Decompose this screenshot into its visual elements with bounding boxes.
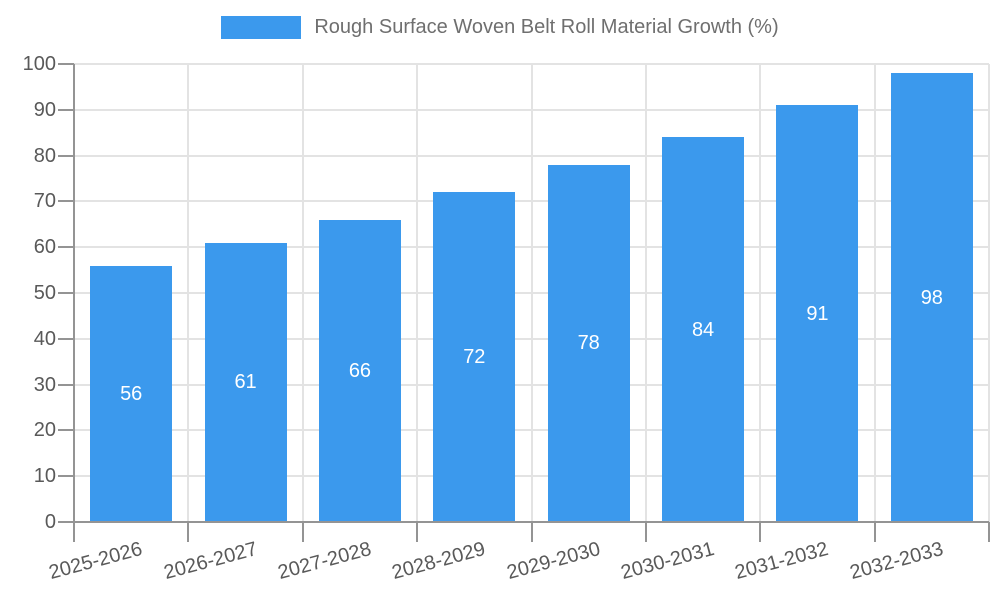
y-tick-mark [58, 292, 74, 294]
plot-area: 56 61 66 72 78 84 91 98 [74, 63, 990, 522]
bar: 72 [433, 192, 516, 522]
y-tick-mark [58, 337, 74, 340]
x-tick-mark [187, 522, 190, 542]
gridline-vertical [988, 64, 990, 522]
y-axis-line [73, 64, 75, 542]
bar-value-label: 66 [348, 359, 372, 382]
y-tick-mark [58, 383, 74, 386]
y-tick-label: 70 [33, 190, 56, 213]
x-tick-label: 2025-2026 [46, 538, 145, 585]
gridline-vertical [187, 64, 190, 522]
x-tick-mark [416, 522, 419, 542]
x-tick-mark [759, 522, 762, 542]
bar-value-label: 72 [463, 346, 486, 369]
x-tick-mark [873, 522, 876, 542]
x-tick-label: 2029-2030 [504, 538, 603, 585]
x-axis-line [58, 521, 989, 523]
y-tick-label: 0 [44, 511, 56, 533]
y-tick-mark [58, 200, 74, 203]
bar-value-label: 84 [691, 318, 715, 341]
y-tick-mark [58, 154, 74, 157]
bar-value-label: 56 [120, 382, 143, 405]
bar: 61 [204, 242, 287, 522]
bar: 98 [890, 73, 973, 522]
y-tick-label: 30 [33, 373, 56, 396]
gridline-horizontal [74, 63, 989, 65]
chart-legend: Rough Surface Woven Belt Roll Material G… [0, 16, 1000, 39]
y-tick-mark [58, 475, 74, 478]
bar: 66 [318, 219, 401, 522]
gridline-vertical [759, 64, 762, 522]
y-tick-mark [58, 63, 74, 65]
bar-value-label: 91 [806, 302, 829, 325]
gridline-vertical [873, 64, 876, 522]
y-tick-label: 90 [33, 98, 56, 121]
y-tick-label: 40 [33, 327, 56, 350]
y-tick-label: 50 [33, 282, 56, 304]
gridline-vertical [530, 64, 533, 522]
legend-swatch [221, 16, 302, 39]
bar: 56 [90, 265, 173, 522]
y-tick-mark [58, 429, 74, 432]
y-tick-label: 10 [33, 465, 56, 488]
x-tick-mark [530, 522, 533, 542]
bar: 78 [547, 164, 630, 522]
bar-value-label: 98 [920, 286, 943, 309]
x-tick-label: 2028-2029 [389, 538, 489, 585]
gridline-vertical [644, 64, 647, 522]
x-tick-mark [301, 522, 304, 542]
y-tick-label: 60 [33, 236, 56, 259]
bar-value-label: 61 [234, 371, 257, 394]
x-tick-label: 2030-2031 [618, 538, 717, 585]
y-tick-label: 100 [22, 53, 56, 75]
x-tick-label: 2032-2033 [847, 538, 946, 585]
x-tick-mark [988, 522, 990, 542]
x-tick-label: 2031-2032 [733, 538, 832, 585]
y-tick-label: 20 [33, 419, 56, 442]
y-tick-label: 80 [33, 144, 56, 167]
bar-value-label: 78 [577, 332, 600, 355]
legend-label: Rough Surface Woven Belt Roll Material G… [314, 16, 779, 38]
x-tick-label: 2026-2027 [161, 538, 260, 585]
gridline-vertical [301, 64, 304, 522]
x-tick-mark [644, 522, 647, 542]
bar: 84 [662, 137, 745, 522]
gridline-vertical [416, 64, 419, 522]
y-tick-mark [58, 108, 74, 111]
bar: 91 [776, 105, 859, 522]
y-tick-mark [58, 246, 74, 249]
x-tick-label: 2027-2028 [275, 538, 374, 585]
